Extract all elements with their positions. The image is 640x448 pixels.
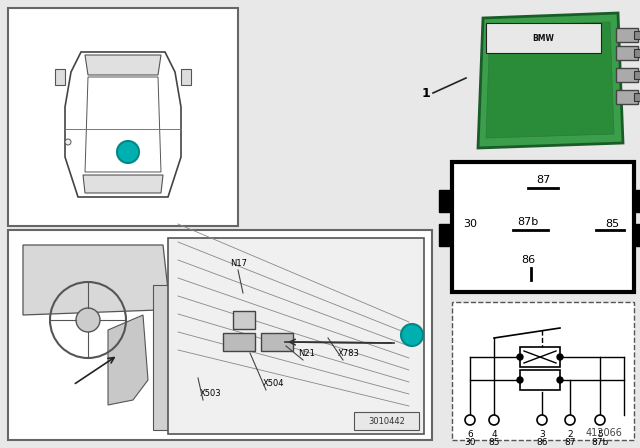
Circle shape [65, 139, 71, 145]
Bar [520, 370, 560, 390]
Text: X503: X503 [200, 388, 221, 397]
Text: 3: 3 [539, 430, 545, 439]
Bar [520, 347, 560, 367]
Text: 6: 6 [467, 430, 473, 439]
Text: 87b: 87b [591, 438, 609, 447]
Text: 87b: 87b [517, 217, 539, 227]
Polygon shape [478, 13, 623, 148]
Text: 87: 87 [536, 175, 550, 185]
Bar [55, 69, 65, 85]
Circle shape [465, 415, 475, 425]
Bar [616, 68, 638, 82]
Text: 87: 87 [564, 438, 576, 447]
Polygon shape [23, 245, 168, 315]
Bar [486, 23, 601, 53]
Bar [8, 8, 238, 226]
Bar [439, 224, 452, 246]
Circle shape [537, 415, 547, 425]
Polygon shape [153, 285, 171, 430]
Bar [452, 302, 634, 440]
Bar [634, 190, 640, 212]
Text: 85: 85 [488, 438, 500, 447]
Bar [616, 28, 638, 42]
Polygon shape [85, 55, 161, 75]
Bar [634, 93, 640, 101]
Circle shape [517, 354, 523, 360]
Circle shape [117, 141, 139, 163]
Text: 412066: 412066 [585, 428, 622, 438]
Bar [354, 412, 419, 430]
Text: 86: 86 [536, 438, 548, 447]
Circle shape [76, 308, 100, 332]
Text: X504: X504 [263, 379, 285, 388]
Circle shape [565, 415, 575, 425]
Bar [634, 71, 640, 79]
Polygon shape [65, 52, 181, 197]
Polygon shape [85, 77, 161, 172]
Text: X783: X783 [338, 349, 360, 358]
Bar [261, 333, 293, 351]
Bar [223, 333, 255, 351]
Bar [439, 190, 452, 212]
Polygon shape [108, 315, 148, 405]
Text: 2: 2 [567, 430, 573, 439]
Bar [8, 230, 432, 440]
Bar [634, 31, 640, 39]
Polygon shape [83, 175, 163, 193]
Bar [634, 49, 640, 57]
Text: 1: 1 [422, 86, 430, 99]
Circle shape [557, 354, 563, 360]
Bar [233, 311, 255, 329]
Text: 30: 30 [463, 219, 477, 229]
Bar [452, 162, 634, 292]
Text: 5: 5 [597, 430, 603, 439]
Bar [634, 224, 640, 246]
Bar [616, 90, 638, 104]
Text: 1: 1 [408, 328, 417, 341]
Polygon shape [486, 22, 614, 138]
Circle shape [595, 415, 605, 425]
Circle shape [517, 377, 523, 383]
Text: N17: N17 [230, 258, 247, 267]
Text: 30: 30 [464, 438, 476, 447]
Bar [168, 238, 424, 434]
Text: 85: 85 [605, 219, 619, 229]
Bar [181, 69, 191, 85]
Text: N21: N21 [298, 349, 315, 358]
Circle shape [557, 377, 563, 383]
Bar [616, 46, 638, 60]
Circle shape [401, 324, 423, 346]
Text: 3010442: 3010442 [369, 417, 405, 426]
Text: BMW: BMW [532, 34, 554, 43]
Text: 4: 4 [491, 430, 497, 439]
Text: 86: 86 [521, 255, 535, 265]
Circle shape [489, 415, 499, 425]
Text: 1: 1 [124, 146, 132, 159]
